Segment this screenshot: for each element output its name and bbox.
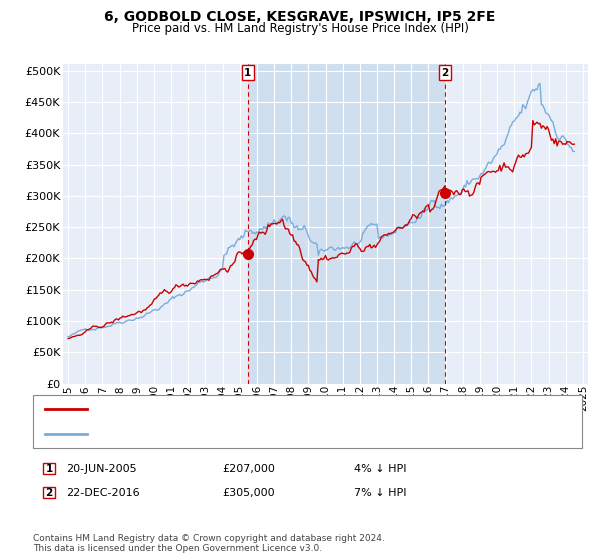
Text: £305,000: £305,000 [222,488,275,498]
Text: £207,000: £207,000 [222,464,275,474]
Text: 7% ↓ HPI: 7% ↓ HPI [354,488,407,498]
Bar [248,64,445,384]
Text: 1: 1 [46,464,53,474]
Text: 6, GODBOLD CLOSE, KESGRAVE, IPSWICH, IP5 2FE: 6, GODBOLD CLOSE, KESGRAVE, IPSWICH, IP5… [104,10,496,24]
Text: 20-JUN-2005: 20-JUN-2005 [66,464,137,474]
Text: Contains HM Land Registry data © Crown copyright and database right 2024.
This d: Contains HM Land Registry data © Crown c… [33,534,385,553]
Text: HPI: Average price, detached house, East Suffolk: HPI: Average price, detached house, East… [96,429,351,438]
Text: 2: 2 [46,488,53,498]
Text: 22-DEC-2016: 22-DEC-2016 [66,488,140,498]
Text: 6, GODBOLD CLOSE, KESGRAVE, IPSWICH, IP5 2FE (detached house): 6, GODBOLD CLOSE, KESGRAVE, IPSWICH, IP5… [96,404,452,414]
Text: Price paid vs. HM Land Registry's House Price Index (HPI): Price paid vs. HM Land Registry's House … [131,22,469,35]
Text: 1: 1 [244,68,251,77]
Text: 2: 2 [442,68,449,77]
Text: 4% ↓ HPI: 4% ↓ HPI [354,464,407,474]
